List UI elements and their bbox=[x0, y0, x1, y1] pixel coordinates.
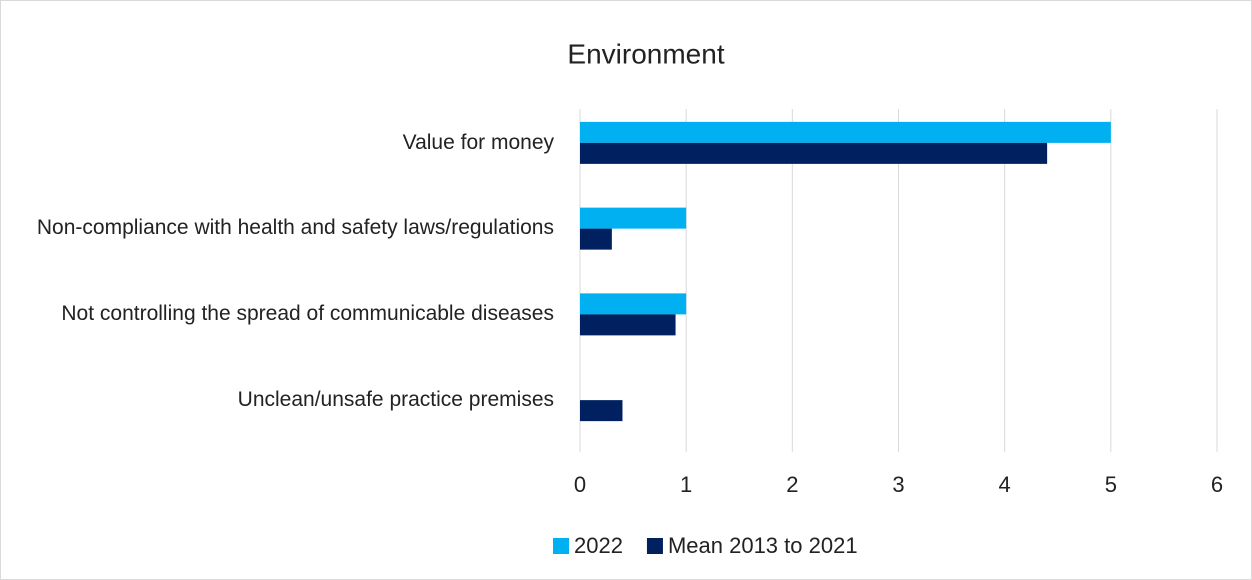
bar bbox=[580, 121, 1111, 143]
bar bbox=[580, 314, 676, 336]
x-tick-label: 2 bbox=[786, 472, 798, 497]
category-text: Not controlling the spread of communicab… bbox=[61, 302, 554, 326]
bar bbox=[580, 400, 623, 422]
x-tick-label: 1 bbox=[680, 472, 692, 497]
x-tick-label: 6 bbox=[1211, 472, 1223, 497]
legend-swatch bbox=[646, 538, 663, 554]
legend-label: Mean 2013 to 2021 bbox=[668, 533, 858, 558]
y-tick-label: Not controlling the spread of communicab… bbox=[0, 274, 554, 354]
y-tick-label: Non-compliance with health and safety la… bbox=[0, 189, 554, 269]
y-tick-label: Value for money bbox=[0, 103, 554, 183]
bar bbox=[580, 207, 687, 229]
x-tick-label: 4 bbox=[999, 472, 1011, 497]
x-tick-label: 3 bbox=[892, 472, 904, 497]
bar bbox=[580, 228, 612, 250]
chart-title: Environment bbox=[567, 38, 724, 69]
y-tick-label: Unclean/unsafe practice premises bbox=[0, 360, 554, 440]
bar bbox=[580, 293, 687, 315]
category-text: Non-compliance with health and safety la… bbox=[36, 216, 554, 240]
legend-label: 2022 bbox=[574, 533, 623, 558]
legend-swatch bbox=[553, 538, 569, 554]
category-text: Value for money bbox=[402, 130, 554, 154]
bar bbox=[580, 142, 1048, 164]
x-tick-label: 0 bbox=[574, 472, 586, 497]
x-tick-label: 5 bbox=[1105, 472, 1117, 497]
category-text: Unclean/unsafe practice premises bbox=[237, 387, 554, 411]
